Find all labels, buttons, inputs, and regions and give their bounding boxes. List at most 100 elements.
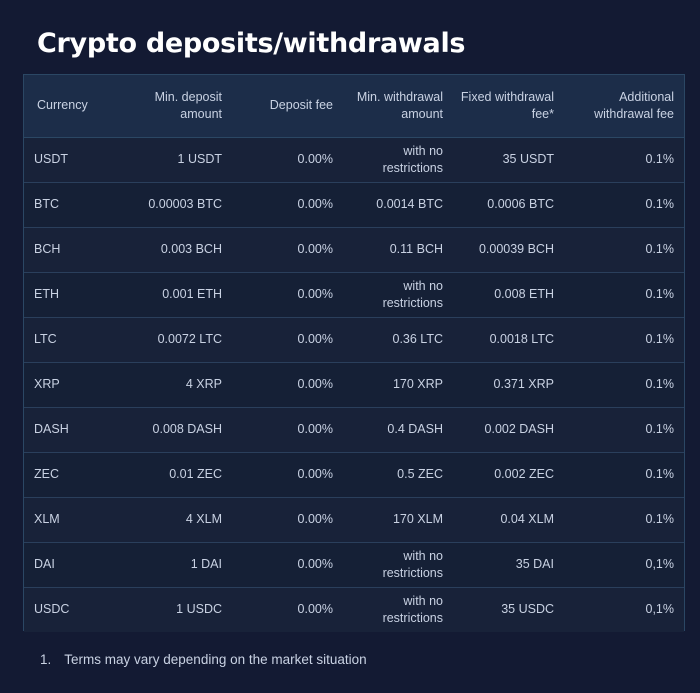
cell-additional-withdrawal-fee: 0.1% — [564, 272, 684, 317]
footnotes-list: 1. Terms may vary depending on the market… — [40, 652, 367, 667]
cell-currency-text: BTC — [34, 197, 59, 211]
cell-currency-text: DASH — [34, 422, 69, 436]
cell-additional-withdrawal-fee-text: 0.1% — [645, 422, 675, 436]
table-row: DASH 0.008 DASH 0.00% 0.4 DASH 0.002 DASH 0.1… — [24, 407, 684, 452]
header-currency: Currency — [24, 75, 122, 138]
cell-min-withdrawal-amount: 0.5 ZEC — [343, 452, 453, 497]
cell-min-withdrawal-amount: with no restrictions — [343, 542, 453, 587]
cell-deposit-fee: 0.00% — [232, 272, 343, 317]
cell-min-withdrawal-amount-text: restrictions — [382, 610, 443, 625]
cell-additional-withdrawal-fee: 0.1% — [564, 362, 684, 407]
footnote-text: Terms may vary depending on the market s… — [64, 652, 367, 667]
cell-min-withdrawal-amount-text: restrictions — [382, 565, 443, 580]
cell-additional-withdrawal-fee-text: 0.1% — [645, 197, 675, 211]
cell-min-withdrawal-amount-text: 0.0014 BTC — [376, 197, 443, 211]
cell-min-withdrawal-amount: 0.11 BCH — [343, 227, 453, 272]
cell-fixed-withdrawal-fee: 0.371 XRP — [453, 362, 564, 407]
cell-min-withdrawal-amount: 0.0014 BTC — [343, 182, 453, 227]
cell-currency-text: ETH — [34, 287, 59, 301]
cell-deposit-fee-text: 0.00% — [297, 557, 333, 571]
cell-fixed-withdrawal-fee: 0.002 DASH — [453, 407, 564, 452]
cell-currency-text: XRP — [34, 377, 60, 391]
cell-deposit-fee-text: 0.00% — [297, 197, 333, 211]
cell-additional-withdrawal-fee: 0.1% — [564, 452, 684, 497]
cell-additional-withdrawal-fee: 0.1% — [564, 317, 684, 362]
cell-min-withdrawal-amount: with no restrictions — [343, 587, 453, 632]
cell-fixed-withdrawal-fee-text: 0.008 ETH — [494, 287, 554, 301]
cell-min-withdrawal-amount-text: with no — [403, 593, 443, 608]
cell-deposit-fee: 0.00% — [232, 227, 343, 272]
cell-additional-withdrawal-fee-text: 0.1% — [645, 512, 675, 526]
cell-min-withdrawal-amount-text: with no — [403, 548, 443, 563]
cell-fixed-withdrawal-fee-text: 0.00039 BCH — [478, 242, 554, 256]
cell-currency: DASH — [24, 407, 122, 452]
cell-min-deposit-amount: 0.003 BCH — [122, 227, 232, 272]
cell-currency: XRP — [24, 362, 122, 407]
cell-currency: ETH — [24, 272, 122, 317]
cell-fixed-withdrawal-fee-text: 0.002 ZEC — [494, 467, 554, 481]
cell-deposit-fee-text: 0.00% — [297, 287, 333, 301]
cell-min-deposit-amount-text: 0.008 DASH — [152, 422, 222, 436]
cell-currency: XLM — [24, 497, 122, 542]
cell-fixed-withdrawal-fee: 0.0018 LTC — [453, 317, 564, 362]
cell-currency: USDC — [24, 587, 122, 632]
table-row: DAI 1 DAI 0.00% with no restrictions 35 DAI 0,… — [24, 542, 684, 587]
cell-min-deposit-amount-text: 1 DAI — [190, 557, 222, 571]
header-deposit-fee-text: Deposit fee — [269, 98, 333, 113]
cell-currency-text: XLM — [34, 512, 60, 526]
cell-deposit-fee-text: 0.00% — [297, 242, 333, 256]
cell-min-withdrawal-amount-text: 0.36 LTC — [392, 332, 444, 346]
header-min-deposit-amount: Min. deposit amount — [122, 75, 232, 138]
cell-min-deposit-amount: 0.0072 LTC — [122, 317, 232, 362]
cell-fixed-withdrawal-fee-text: 35 DAI — [515, 557, 554, 571]
cell-currency: BTC — [24, 182, 122, 227]
cell-currency-text: BCH — [34, 242, 61, 256]
cell-fixed-withdrawal-fee: 35 USDT — [453, 137, 564, 182]
header-min-withdrawal-amount-text: amount — [401, 106, 443, 121]
table-row: BCH 0.003 BCH 0.00% 0.11 BCH 0.00039 BCH 0.1% — [24, 227, 684, 272]
cell-deposit-fee-text: 0.00% — [297, 467, 333, 481]
cell-min-withdrawal-amount: with no restrictions — [343, 137, 453, 182]
table-row: ZEC 0.01 ZEC 0.00% 0.5 ZEC 0.002 ZEC 0.1% — [24, 452, 684, 497]
cell-currency-text: LTC — [34, 332, 57, 346]
header-min-withdrawal-amount: Min. withdrawal amount — [343, 75, 453, 138]
cell-min-withdrawal-amount-text: restrictions — [382, 295, 443, 310]
cell-min-deposit-amount-text: 0.01 ZEC — [169, 467, 222, 481]
header-fixed-withdrawal-fee-text: fee* — [531, 106, 554, 121]
cell-deposit-fee-text: 0.00% — [297, 602, 333, 617]
cell-fixed-withdrawal-fee: 0.00039 BCH — [453, 227, 564, 272]
cell-additional-withdrawal-fee-text: 0.1% — [645, 332, 675, 346]
cell-additional-withdrawal-fee: 0.1% — [564, 497, 684, 542]
fees-table: Currency Min. deposit amount Deposit fee Min… — [24, 75, 684, 632]
cell-fixed-withdrawal-fee-text: 0.371 XRP — [493, 377, 554, 391]
cell-min-withdrawal-amount-text: 0.5 ZEC — [397, 467, 443, 481]
cell-fixed-withdrawal-fee: 0.002 ZEC — [453, 452, 564, 497]
cell-fixed-withdrawal-fee: 0.008 ETH — [453, 272, 564, 317]
cell-additional-withdrawal-fee: 0,1% — [564, 542, 684, 587]
cell-fixed-withdrawal-fee-text: 0.0006 BTC — [487, 197, 554, 211]
header-min-deposit-amount-text: Min. deposit — [154, 89, 222, 104]
cell-additional-withdrawal-fee-text: 0.1% — [645, 242, 675, 256]
cell-additional-withdrawal-fee-text: 0,1% — [645, 602, 675, 617]
cell-currency-text: USDC — [34, 602, 70, 617]
cell-min-deposit-amount: 0.001 ETH — [122, 272, 232, 317]
cell-additional-withdrawal-fee: 0,1% — [564, 587, 684, 632]
cell-min-withdrawal-amount-text: 0.4 DASH — [387, 422, 443, 436]
cell-min-withdrawal-amount-text: 0.11 BCH — [389, 242, 443, 256]
cell-currency: USDT — [24, 137, 122, 182]
cell-deposit-fee: 0.00% — [232, 542, 343, 587]
header-additional-withdrawal-fee: Additional withdrawal fee — [564, 75, 684, 138]
cell-fixed-withdrawal-fee-text: 0.002 DASH — [484, 422, 554, 436]
cell-fixed-withdrawal-fee: 35 DAI — [453, 542, 564, 587]
fees-table-container: Currency Min. deposit amount Deposit fee Min… — [23, 74, 685, 632]
cell-min-withdrawal-amount-text: restrictions — [382, 160, 443, 175]
cell-deposit-fee-text: 0.00% — [297, 332, 333, 346]
cell-additional-withdrawal-fee-text: 0.1% — [645, 467, 675, 481]
cell-min-deposit-amount: 0.008 DASH — [122, 407, 232, 452]
cell-min-deposit-amount-text: 1 USDT — [177, 152, 222, 166]
cell-deposit-fee: 0.00% — [232, 362, 343, 407]
cell-currency: BCH — [24, 227, 122, 272]
page-title: Crypto deposits/withdrawals — [37, 28, 466, 59]
cell-min-withdrawal-amount: 0.36 LTC — [343, 317, 453, 362]
cell-currency-text: ZEC — [34, 467, 59, 481]
